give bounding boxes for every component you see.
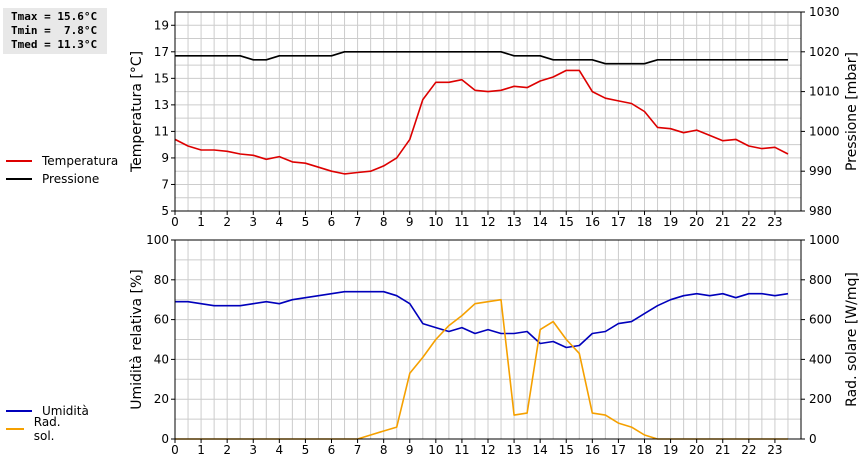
chart1-y-tick-label: 19 — [154, 18, 169, 32]
chart2-x-tick-label: 10 — [428, 443, 443, 457]
chart2-x-tick-label: 22 — [741, 443, 756, 457]
chart1-x-tick-label: 12 — [480, 215, 495, 229]
legend-swatch-rad — [6, 428, 24, 430]
chart2-x-tick-label: 20 — [689, 443, 704, 457]
chart2-x-tick-label: 13 — [506, 443, 521, 457]
chart1-x-tick-label: 2 — [223, 215, 231, 229]
chart1-y-tick-label: 15 — [154, 71, 169, 85]
chart1-y-right-tick-label: 990 — [809, 164, 832, 178]
legend-label-umidita: Umidità — [42, 404, 89, 418]
chart1-x-tick-label: 1 — [197, 215, 205, 229]
chart1-y-tick-label: 7 — [161, 177, 169, 191]
chart1-x-tick-label: 10 — [428, 215, 443, 229]
chart1-x-tick-label: 15 — [559, 215, 574, 229]
chart1-y-right-tick-label: 1030 — [809, 5, 840, 19]
chart2-y-tick-label: 20 — [154, 392, 169, 406]
legend-label-rad: Rad. sol. — [33, 415, 61, 443]
chart1-x-tick-label: 22 — [741, 215, 756, 229]
chart2-x-tick-label: 2 — [223, 443, 231, 457]
chart2-x-tick-label: 16 — [585, 443, 600, 457]
chart1-x-tick-label: 3 — [249, 215, 257, 229]
chart1-x-tick-label: 18 — [637, 215, 652, 229]
legend-item-rad: Rad. sol. — [6, 415, 69, 443]
chart1-y-tick-label: 17 — [154, 45, 169, 59]
tmin-text: Tmin = 7.8°C — [11, 24, 98, 37]
chart1-x-tick-label: 17 — [611, 215, 626, 229]
chart1-x-tick-label: 20 — [689, 215, 704, 229]
chart2-x-tick-label: 0 — [171, 443, 179, 457]
chart1-x-tick-label: 9 — [406, 215, 414, 229]
chart2-y-right-tick-label: 800 — [809, 273, 832, 287]
chart1-x-tick-label: 0 — [171, 215, 179, 229]
chart2-x-tick-label: 21 — [715, 443, 730, 457]
chart2-x-tick-label: 6 — [328, 443, 336, 457]
chart2-y-tick-label: 100 — [146, 233, 169, 247]
legend-top: Temperatura Pressione — [6, 152, 118, 188]
chart2-y-tick-label: 0 — [161, 432, 169, 446]
chart2-x-tick-label: 14 — [533, 443, 548, 457]
tmed-text: Tmed = 11.3°C — [11, 38, 98, 51]
chart1-y-right-tick-label: 1020 — [809, 45, 840, 59]
chart2-x-tick-label: 4 — [276, 443, 284, 457]
chart1-y-right-tick-label: 1000 — [809, 124, 840, 138]
chart1-x-tick-label: 6 — [328, 215, 336, 229]
chart2-y-tick-label: 60 — [154, 313, 169, 327]
legend-label-temperatura: Temperatura — [42, 154, 119, 168]
chart2-x-tick-label: 19 — [663, 443, 678, 457]
legend-item-pressione: Pressione — [6, 170, 118, 188]
chart1-y-tick-label: 13 — [154, 98, 169, 112]
legend-swatch-umidita — [6, 410, 32, 412]
chart1-x-tick-label: 13 — [506, 215, 521, 229]
chart2-x-tick-label: 5 — [302, 443, 310, 457]
legend-swatch-temperatura — [6, 160, 32, 162]
chart1-x-tick-label: 8 — [380, 215, 388, 229]
stats-box: Tmax = 15.6°C Tmin = 7.8°C Tmed = 11.3°C — [3, 8, 107, 54]
chart2-x-tick-label: 8 — [380, 443, 388, 457]
chart2-y-right-tick-label: 600 — [809, 313, 832, 327]
chart1-x-tick-label: 19 — [663, 215, 678, 229]
chart2-x-tick-label: 18 — [637, 443, 652, 457]
chart1-x-tick-label: 11 — [454, 215, 469, 229]
chart2-x-tick-label: 3 — [249, 443, 257, 457]
chart1-y-tick-label: 5 — [161, 204, 169, 218]
chart2-x-tick-label: 15 — [559, 443, 574, 457]
chart1-series-1-line — [174, 69, 789, 175]
tmax-text: Tmax = 15.6°C — [11, 10, 98, 23]
chart1-x-tick-label: 21 — [715, 215, 730, 229]
legend-item-temperatura: Temperatura — [6, 152, 118, 170]
chart1-ylabel-right: Pressione [mbar] — [844, 52, 860, 171]
chart1-y-right-tick-label: 980 — [809, 204, 832, 218]
chart1-x-tick-label: 16 — [585, 215, 600, 229]
chart1-x-tick-label: 14 — [533, 215, 548, 229]
chart1-y-right-tick-label: 1010 — [809, 85, 840, 99]
chart1-x-tick-label: 5 — [302, 215, 310, 229]
chart2-x-tick-label: 17 — [611, 443, 626, 457]
chart2-x-tick-label: 1 — [197, 443, 205, 457]
chart2-x-tick-label: 23 — [767, 443, 782, 457]
chart2-ylabel-right: Rad. solare [W/mq] — [844, 272, 860, 407]
chart1-x-tick-label: 23 — [767, 215, 782, 229]
chart1-y-tick-label: 11 — [154, 124, 169, 138]
chart2-y-tick-label: 80 — [154, 273, 169, 287]
chart2-series-1-line — [175, 290, 789, 349]
chart2-x-tick-label: 9 — [406, 443, 414, 457]
chart1-y-tick-label: 9 — [161, 151, 169, 165]
chart1-x-tick-label: 4 — [276, 215, 284, 229]
legend-label-pressione: Pressione — [42, 172, 100, 186]
legend-item-umidita: Umidità — [6, 402, 89, 420]
chart2-ylabel: Umidità relativa [%] — [129, 269, 145, 410]
chart1-x-tick-label: 7 — [354, 215, 362, 229]
chart2-x-tick-label: 11 — [454, 443, 469, 457]
chart2-y-right-tick-label: 1000 — [809, 233, 840, 247]
chart2-y-right-tick-label: 400 — [809, 352, 832, 366]
legend-swatch-pressione — [6, 178, 32, 180]
chart1-series-2-line — [175, 50, 788, 65]
chart2-x-tick-label: 7 — [354, 443, 362, 457]
chart2-y-right-tick-label: 200 — [809, 392, 832, 406]
chart2-y-tick-label: 40 — [154, 352, 169, 366]
chart1-ylabel: Temperatura [°C] — [129, 51, 145, 173]
chart2-x-tick-label: 12 — [480, 443, 495, 457]
chart2-y-right-tick-label: 0 — [809, 432, 817, 446]
